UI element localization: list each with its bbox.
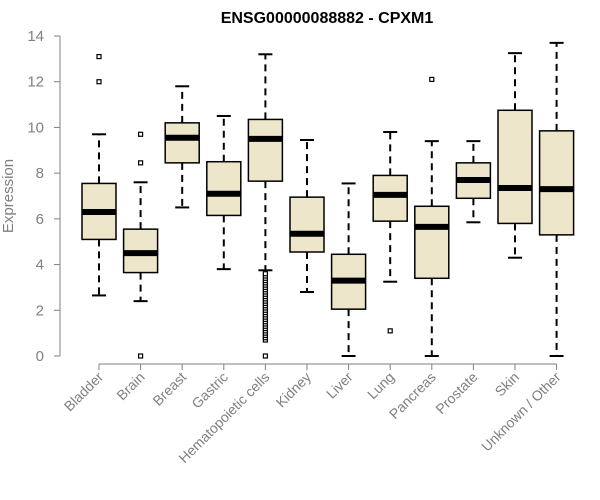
iqr-box: [372, 174, 408, 222]
outlier-point: [387, 328, 393, 334]
iqr-box: [247, 118, 284, 182]
category-label-bladder: Bladder: [61, 369, 107, 415]
outlier-point: [96, 79, 102, 85]
y-tick-label: 0: [36, 348, 44, 365]
box-kidney: [289, 139, 325, 293]
category-label-brain: Brain: [113, 369, 147, 403]
category-label-unknown-other: Unknown / Other: [478, 369, 564, 455]
iqr-box: [497, 109, 533, 225]
box-unknown-other: [538, 41, 575, 357]
outlier-point: [429, 76, 435, 83]
category-label-skin: Skin: [492, 369, 523, 400]
y-tick-label: 14: [27, 28, 44, 45]
y-tick-label: 12: [27, 74, 44, 91]
box-brain: [122, 131, 159, 359]
y-tick-label: 6: [36, 211, 44, 228]
iqr-box: [164, 122, 200, 164]
iqr-box: [206, 160, 242, 217]
box-prostate: [455, 140, 492, 224]
iqr-box: [289, 196, 325, 253]
outlier-point: [138, 353, 144, 359]
iqr-box: [538, 130, 575, 236]
box-pancreas: [414, 76, 450, 357]
box-breast: [164, 85, 200, 209]
iqr-box: [414, 205, 450, 280]
category-label-prostate: Prostate: [432, 369, 480, 417]
category-label-kidney: Kidney: [273, 369, 315, 411]
outlier-point: [138, 131, 144, 137]
box-gastric: [206, 115, 242, 271]
y-tick-label: 2: [36, 302, 44, 319]
y-axis-title: Expression: [0, 159, 17, 233]
category-label-liver: Liver: [323, 369, 356, 402]
outlier-point: [96, 53, 102, 60]
box-bladder: [81, 53, 117, 297]
category-label-breast: Breast: [149, 369, 189, 409]
box-liver: [330, 182, 367, 357]
outlier-point: [262, 271, 268, 277]
box-skin: [497, 52, 533, 259]
boxes-group: [81, 41, 575, 359]
outlier-point: [138, 160, 144, 166]
chart-title: ENSG00000088882 - CPXM1: [221, 10, 434, 27]
y-tick-label: 8: [36, 165, 44, 182]
category-label-lung: Lung: [364, 369, 397, 402]
outlier-point: [262, 353, 268, 359]
y-tick-label: 10: [27, 119, 44, 136]
box-lung: [372, 131, 408, 334]
y-tick-label: 4: [36, 257, 44, 274]
box-hematopoietic-cells: [247, 53, 284, 359]
y-axis: 0 2 4 6 8 10 12 14: [27, 28, 61, 365]
